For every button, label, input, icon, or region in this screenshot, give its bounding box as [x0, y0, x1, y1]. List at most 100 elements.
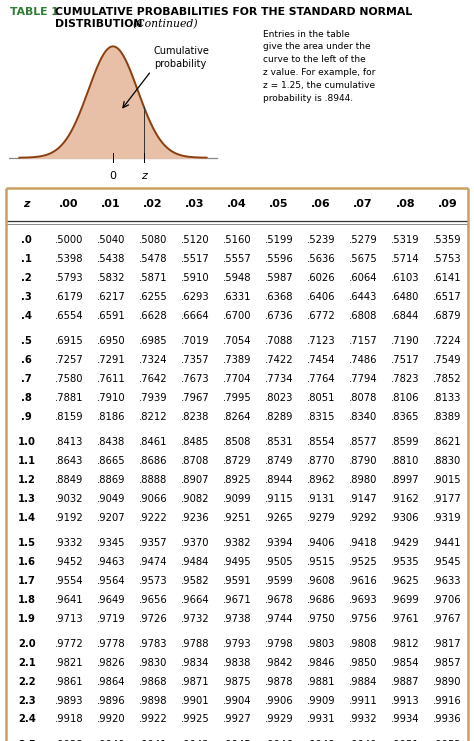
Text: .7704: .7704 — [223, 374, 251, 384]
Text: .8577: .8577 — [349, 437, 377, 448]
Text: .8925: .8925 — [223, 475, 251, 485]
Text: .6554: .6554 — [55, 311, 83, 321]
Text: .5478: .5478 — [138, 254, 167, 265]
Text: .9678: .9678 — [265, 595, 293, 605]
Text: .7257: .7257 — [55, 355, 83, 365]
Text: .9452: .9452 — [55, 557, 83, 567]
Text: .07: .07 — [353, 199, 373, 209]
Text: .9082: .9082 — [181, 494, 209, 504]
Text: .1: .1 — [21, 254, 32, 265]
Text: .8962: .8962 — [307, 475, 336, 485]
Text: .5120: .5120 — [181, 236, 209, 245]
Text: .5359: .5359 — [433, 236, 462, 245]
Text: .9798: .9798 — [265, 639, 293, 649]
Text: .9706: .9706 — [433, 595, 462, 605]
Text: 1.5: 1.5 — [18, 538, 36, 548]
Text: .9625: .9625 — [391, 576, 419, 586]
Text: .5636: .5636 — [307, 254, 336, 265]
Text: .7123: .7123 — [307, 336, 336, 346]
Text: .9147: .9147 — [349, 494, 377, 504]
Text: TABLE 1: TABLE 1 — [10, 7, 59, 17]
Text: .01: .01 — [101, 199, 121, 209]
Text: .9864: .9864 — [97, 677, 125, 687]
Text: 2.3: 2.3 — [18, 696, 36, 705]
Text: .9345: .9345 — [97, 538, 125, 548]
Text: .8790: .8790 — [349, 456, 377, 466]
Text: .9909: .9909 — [307, 696, 336, 705]
Text: .8315: .8315 — [307, 412, 336, 422]
Text: .4: .4 — [21, 311, 32, 321]
Text: .02: .02 — [143, 199, 163, 209]
Text: .9162: .9162 — [391, 494, 419, 504]
Text: .05: .05 — [269, 199, 289, 209]
Text: .6255: .6255 — [138, 292, 167, 302]
Text: .8888: .8888 — [139, 475, 167, 485]
Text: .7764: .7764 — [307, 374, 336, 384]
Text: 1.8: 1.8 — [18, 595, 36, 605]
Text: .06: .06 — [311, 199, 331, 209]
Text: .7910: .7910 — [97, 393, 125, 403]
Text: .7517: .7517 — [391, 355, 419, 365]
Text: .9484: .9484 — [181, 557, 209, 567]
Text: .7486: .7486 — [349, 355, 377, 365]
Text: .7224: .7224 — [433, 336, 462, 346]
Text: .9032: .9032 — [55, 494, 83, 504]
Text: .9904: .9904 — [223, 696, 251, 705]
Text: .9808: .9808 — [349, 639, 377, 649]
Text: .9115: .9115 — [264, 494, 293, 504]
Text: .9332: .9332 — [55, 538, 83, 548]
Text: .8643: .8643 — [55, 456, 83, 466]
Text: .9830: .9830 — [139, 658, 167, 668]
Text: .9875: .9875 — [223, 677, 251, 687]
Text: .9881: .9881 — [307, 677, 336, 687]
Text: .7088: .7088 — [265, 336, 293, 346]
Text: .9927: .9927 — [223, 714, 251, 725]
Text: 1.6: 1.6 — [18, 557, 36, 567]
Text: .5675: .5675 — [349, 254, 378, 265]
Text: .6664: .6664 — [181, 311, 209, 321]
Text: .8023: .8023 — [265, 393, 293, 403]
Text: .9656: .9656 — [138, 595, 167, 605]
Text: .9772: .9772 — [55, 639, 83, 649]
Text: .9265: .9265 — [264, 513, 293, 522]
Text: .8830: .8830 — [433, 456, 461, 466]
Text: .8907: .8907 — [181, 475, 209, 485]
Text: .9838: .9838 — [223, 658, 251, 668]
Text: .6026: .6026 — [307, 273, 336, 283]
Text: .5398: .5398 — [55, 254, 83, 265]
Text: .9545: .9545 — [433, 557, 462, 567]
Text: .6879: .6879 — [433, 311, 462, 321]
Text: .9292: .9292 — [349, 513, 378, 522]
Text: .9949: .9949 — [349, 740, 377, 741]
Text: .7939: .7939 — [138, 393, 167, 403]
Text: .7389: .7389 — [223, 355, 251, 365]
Text: 0: 0 — [109, 171, 117, 181]
Text: 1.7: 1.7 — [18, 576, 36, 586]
Text: .9015: .9015 — [433, 475, 462, 485]
Text: .9932: .9932 — [349, 714, 377, 725]
Text: .9671: .9671 — [223, 595, 251, 605]
Text: z: z — [24, 199, 30, 209]
Text: .5714: .5714 — [391, 254, 419, 265]
Text: .5199: .5199 — [264, 236, 293, 245]
Text: .7794: .7794 — [349, 374, 377, 384]
Text: .7734: .7734 — [265, 374, 293, 384]
Text: .8770: .8770 — [307, 456, 336, 466]
Text: .9887: .9887 — [391, 677, 419, 687]
Text: .9192: .9192 — [55, 513, 83, 522]
Text: .9429: .9429 — [391, 538, 419, 548]
Text: .7995: .7995 — [223, 393, 251, 403]
Text: DISTRIBUTION: DISTRIBUTION — [55, 19, 142, 28]
Text: .8554: .8554 — [307, 437, 336, 448]
Text: .9826: .9826 — [97, 658, 125, 668]
Text: .8810: .8810 — [391, 456, 419, 466]
Text: .7823: .7823 — [391, 374, 419, 384]
Text: .8749: .8749 — [265, 456, 293, 466]
Text: .6915: .6915 — [55, 336, 83, 346]
Text: .5160: .5160 — [223, 236, 251, 245]
Text: .8869: .8869 — [97, 475, 125, 485]
Text: .9251: .9251 — [223, 513, 251, 522]
Text: .8389: .8389 — [433, 412, 462, 422]
Text: .9394: .9394 — [265, 538, 293, 548]
Text: .7673: .7673 — [181, 374, 209, 384]
